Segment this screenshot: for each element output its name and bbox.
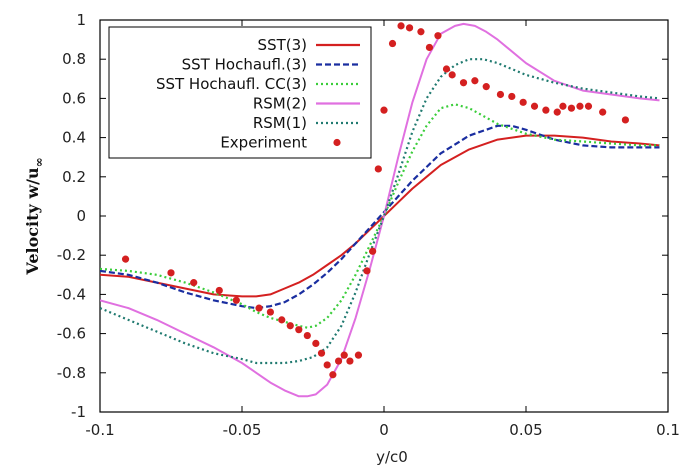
y-tick-label: -0.2 [57, 246, 86, 264]
data-point [508, 92, 516, 101]
data-point [380, 106, 388, 114]
data-point [266, 308, 274, 316]
y-tick-label: 0 [76, 207, 86, 225]
data-point [405, 24, 414, 32]
data-point [190, 279, 198, 287]
data-point [519, 98, 527, 106]
data-point [369, 247, 377, 255]
data-point [448, 71, 456, 79]
data-point [317, 349, 326, 357]
data-point [255, 304, 263, 312]
data-point [417, 28, 425, 36]
data-point [553, 108, 561, 116]
y-tick-label: 0.2 [62, 168, 86, 186]
y-tick-label: 0.8 [62, 50, 86, 68]
series-line-rsm-1 [100, 58, 660, 365]
y-tick-label: 0.4 [62, 129, 86, 147]
data-point [346, 357, 354, 365]
data-point [388, 39, 397, 48]
data-point [434, 32, 442, 40]
series-line-sst-hochaufl-3 [100, 124, 660, 310]
y-tick-label: 0.6 [62, 89, 86, 107]
data-point [599, 108, 607, 116]
y-tick-label: -0.6 [57, 325, 86, 343]
x-axis-label: y/c0 [376, 448, 408, 466]
y-axis-label: Velocity w/u∞ [23, 157, 46, 275]
data-point [584, 102, 593, 110]
data-point [167, 269, 175, 277]
data-point [397, 22, 405, 30]
data-point [542, 106, 550, 114]
x-tick-label: -0.05 [223, 421, 262, 439]
legend-label-sst-hochaufl-cc-3: SST Hochaufl. CC(3) [156, 75, 307, 93]
data-point [567, 104, 576, 112]
data-point [278, 316, 286, 324]
data-point [329, 371, 337, 379]
data-point [442, 65, 451, 73]
data-point [471, 77, 479, 85]
series-line-sst-hochaufl-cc-3 [100, 103, 660, 329]
data-point [340, 351, 348, 359]
data-point [621, 116, 630, 124]
x-tick-label: 0 [379, 421, 389, 439]
data-point [295, 326, 303, 334]
data-point [425, 43, 434, 52]
x-tick-label: 0.05 [509, 421, 542, 439]
data-point [374, 165, 382, 173]
y-axis-label-text: Velocity w/u [23, 167, 42, 276]
legend-marker-experiment [333, 138, 341, 147]
data-point [459, 79, 468, 87]
legend-label-experiment: Experiment [220, 134, 307, 152]
y-tick-label: -1 [71, 403, 86, 421]
data-point [530, 102, 539, 110]
y-tick-label: 1 [76, 11, 86, 29]
x-tick-label: 0.1 [656, 421, 680, 439]
legend-box [108, 26, 372, 159]
legend-label-rsm-1: RSM(1) [253, 114, 307, 132]
data-point [232, 296, 240, 304]
data-point [482, 83, 490, 91]
data-point [496, 90, 505, 99]
data-point [323, 361, 331, 369]
data-point [576, 102, 584, 110]
y-tick-label: -0.4 [57, 285, 86, 303]
series-line-rsm-2 [100, 22, 660, 398]
x-tick-label: -0.1 [85, 421, 114, 439]
y-tick-label: -0.8 [57, 364, 86, 382]
data-point [121, 255, 130, 263]
data-point [303, 331, 311, 340]
legend-label-sst-hochaufl-3: SST Hochaufl.(3) [182, 56, 307, 74]
data-point [334, 357, 343, 365]
series-experiment [121, 22, 630, 379]
data-point [559, 102, 567, 110]
y-axis-label-subscript: ∞ [32, 157, 46, 167]
data-point [363, 267, 371, 275]
data-point [215, 286, 223, 295]
data-point [312, 339, 320, 347]
legend-label-sst-3: SST(3) [258, 36, 307, 54]
data-point [354, 351, 363, 359]
data-point [286, 322, 294, 330]
legend-label-rsm-2: RSM(2) [253, 95, 307, 113]
